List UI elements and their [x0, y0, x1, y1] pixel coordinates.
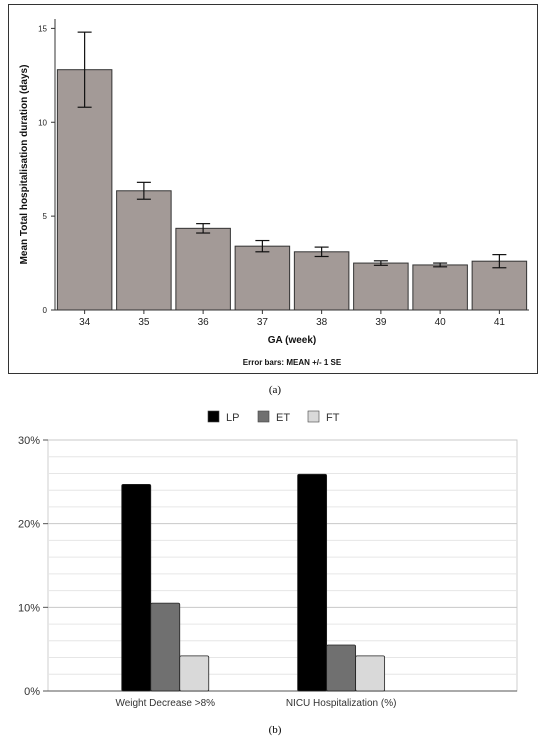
- bar: [471, 260, 528, 311]
- x-category-label: NICU Hospitalization (%): [286, 698, 397, 709]
- x-tick-label: 36: [198, 317, 210, 328]
- y-tick-label: 10: [38, 118, 47, 127]
- legend-label-lp: LP: [226, 412, 239, 424]
- y-tick-label: 0%: [24, 686, 40, 698]
- legend-swatch-et: [257, 410, 270, 423]
- x-category-label: Weight Decrease >8%: [115, 698, 215, 709]
- error-bar-note: Error bars: MEAN +/- 1 SE: [243, 358, 342, 367]
- legend-swatch-ft: [307, 410, 320, 423]
- y-tick-label: 15: [38, 24, 47, 33]
- y-axis-title: Mean Total hospitalisation duration (day…: [19, 65, 30, 265]
- bar-et: [326, 644, 357, 692]
- x-tick-label: 37: [257, 317, 269, 328]
- legend-label-ft: FT: [326, 412, 340, 424]
- bar: [116, 190, 172, 311]
- legend-swatch-lp: [207, 410, 220, 423]
- bar-ft: [355, 655, 386, 692]
- bar-ft: [179, 655, 210, 692]
- bar-lp: [121, 483, 152, 692]
- y-tick-label: 0: [43, 306, 48, 315]
- x-tick-label: 41: [494, 317, 506, 328]
- x-tick-label: 34: [79, 317, 91, 328]
- bar: [412, 264, 468, 311]
- bar: [293, 251, 350, 311]
- bar: [234, 245, 291, 311]
- y-tick-label: 10%: [18, 602, 40, 614]
- x-tick-label: 40: [435, 317, 447, 328]
- caption-a: (a): [268, 384, 282, 396]
- bar-lp: [297, 473, 328, 692]
- chart-a-frame: 0 5 10 15 34 35 36 37 38 39 40 41 Mean Total hospita…: [8, 4, 538, 374]
- bar: [175, 227, 231, 311]
- y-tick-label: 30%: [18, 435, 40, 447]
- chart-b: 0% 10% 20% 30% Weight Decrease >8% NICU Hospi…: [18, 410, 518, 709]
- x-tick-label: 35: [138, 317, 150, 328]
- x-tick-label: 39: [375, 317, 387, 328]
- chart-a: 0 5 10 15 34 35 36 37 38 39 40 41 Mean Total hospita…: [19, 19, 529, 367]
- bar-et: [150, 602, 181, 692]
- x-tick-label: 38: [316, 317, 328, 328]
- y-tick-label: 5: [43, 212, 48, 221]
- plot-border: [47, 439, 518, 692]
- chart-b-frame: 0% 10% 20% 30% Weight Decrease >8% NICU Hospi…: [0, 410, 550, 720]
- y-tick-label: 20%: [18, 519, 40, 531]
- caption-b: (b): [268, 724, 282, 736]
- x-axis-title: GA (week): [268, 335, 317, 346]
- bar: [353, 262, 409, 311]
- legend-label-et: ET: [276, 412, 290, 424]
